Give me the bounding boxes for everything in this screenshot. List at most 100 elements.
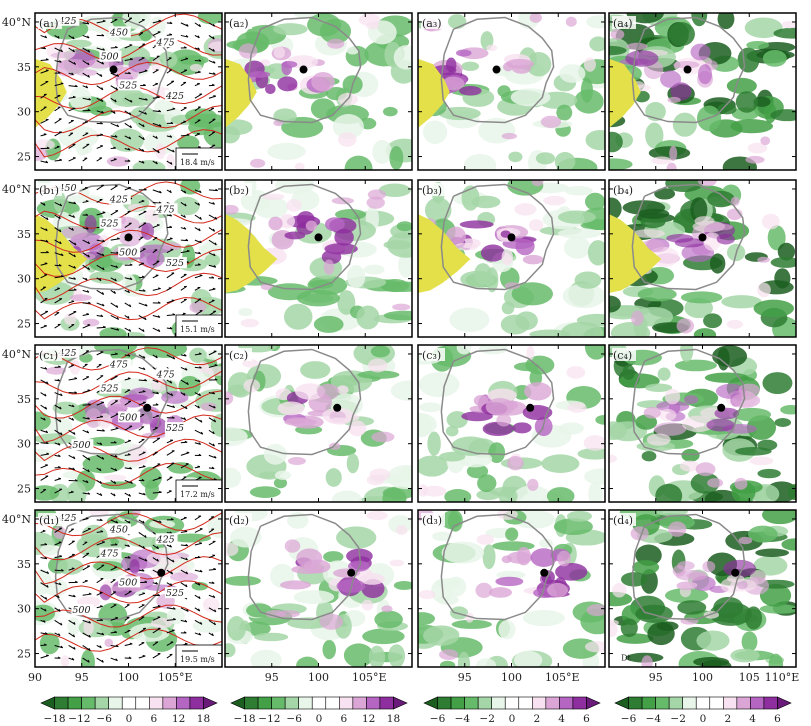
shade-positive xyxy=(543,195,566,206)
wind-vector xyxy=(40,453,50,456)
wind-vector xyxy=(180,531,188,533)
colorbar-cell xyxy=(545,696,560,710)
center-dot xyxy=(124,233,133,242)
y-tick-label: 25 xyxy=(17,483,31,496)
contour-label: 500 xyxy=(119,577,137,588)
wind-vector xyxy=(82,552,90,558)
colorbar-cell xyxy=(339,696,354,710)
colorbar-cell xyxy=(121,696,137,710)
shade-positive xyxy=(673,61,700,69)
wind-vector-head xyxy=(158,201,162,204)
contour-label: 475 xyxy=(109,359,128,370)
wind-vector-head xyxy=(85,85,89,89)
wind-vector-head xyxy=(57,71,61,74)
wind-vector-head xyxy=(116,237,120,240)
wind-vector xyxy=(96,351,104,356)
shade-negative xyxy=(566,510,592,522)
shade-positive xyxy=(485,398,515,416)
wind-vector-head xyxy=(198,596,201,599)
wind-vector xyxy=(110,400,118,406)
contour-label: 525 xyxy=(119,80,137,91)
wind-vector xyxy=(110,122,119,128)
contour-label-bg xyxy=(99,547,122,559)
wind-vector xyxy=(138,655,146,659)
shade-positive xyxy=(225,542,239,557)
wind-vector-head xyxy=(127,567,131,570)
wind-vector-head xyxy=(88,592,92,595)
colorbar-cell xyxy=(614,696,629,710)
wind-vector-head xyxy=(172,149,175,153)
wind-vector-head xyxy=(100,99,104,102)
colorbar-cell xyxy=(244,696,259,710)
wind-vector-head xyxy=(60,275,64,277)
shade-positive xyxy=(706,418,735,432)
contour-label-bg xyxy=(155,533,178,545)
colorbar-cell xyxy=(176,696,191,710)
wind-vector xyxy=(68,311,77,316)
shade-positive xyxy=(359,573,385,585)
region-outline xyxy=(440,513,555,621)
wind-vector-head xyxy=(169,190,172,193)
shade-negative xyxy=(522,610,565,627)
wind-vector xyxy=(194,227,201,232)
colorbar-cell xyxy=(366,696,381,710)
panel-label: (b₁) xyxy=(39,184,59,197)
wind-vector-head xyxy=(102,48,105,51)
shade-negative xyxy=(143,345,188,358)
wind-vector-head xyxy=(73,254,76,258)
wind-vector-head xyxy=(100,121,103,125)
shade-positive xyxy=(455,49,472,57)
shade-positive xyxy=(726,319,743,329)
wind-vector-head xyxy=(45,228,48,231)
wind-vector-head xyxy=(100,73,103,77)
shade-negative xyxy=(781,538,796,551)
shade-negative xyxy=(451,619,492,629)
wind-vector-head xyxy=(212,48,215,52)
wind-vector-head xyxy=(101,456,105,460)
wind-vector-head xyxy=(44,556,48,560)
shade-negative xyxy=(39,632,60,655)
panel-label: (a₄) xyxy=(613,17,633,30)
shade-positive xyxy=(82,318,100,327)
colorbar-cell xyxy=(572,696,587,710)
wind-vector xyxy=(68,239,77,246)
contour-label-bg xyxy=(71,439,94,451)
colorbar-cell xyxy=(736,696,751,710)
y-tick-label: 40°N xyxy=(2,348,31,361)
x-tick-label: 95 xyxy=(458,671,472,684)
shade-negative xyxy=(645,122,664,149)
contour-label: 475 xyxy=(99,549,118,560)
shade-positive xyxy=(612,583,627,598)
center-dot xyxy=(526,403,535,412)
shade-negative xyxy=(436,578,462,589)
wind-vector-head xyxy=(142,520,145,524)
wind-vector-head xyxy=(43,133,47,135)
wind-reference-label: 17.2 m/s xyxy=(180,490,215,499)
shade-positive xyxy=(337,132,357,147)
wind-vector-head xyxy=(145,303,148,307)
wind-vector-head xyxy=(45,239,49,243)
terrain-mask xyxy=(225,58,257,128)
shade-positive xyxy=(146,551,180,566)
wind-vector xyxy=(40,379,49,385)
wind-vector xyxy=(180,404,188,410)
wind-vector-head xyxy=(157,287,161,290)
wind-vector-head xyxy=(170,121,174,124)
wind-vector-head xyxy=(87,469,90,473)
colorbar-cell xyxy=(423,696,438,710)
wind-vector-head xyxy=(198,352,202,355)
wind-vector xyxy=(68,632,75,638)
contour-label-bg xyxy=(57,346,80,358)
wind-vector-head xyxy=(85,213,89,216)
panel-field xyxy=(609,510,796,667)
panel-field xyxy=(418,510,605,667)
wind-vector xyxy=(138,544,145,549)
wind-vector xyxy=(40,464,48,469)
wind-vector xyxy=(138,57,145,61)
terrain-mask xyxy=(609,214,662,294)
wind-vector-head xyxy=(74,242,77,246)
geopotential-contour xyxy=(35,628,222,652)
wind-vector-head xyxy=(211,633,214,636)
wind-vector xyxy=(166,299,175,304)
wind-vector-head xyxy=(70,490,74,493)
